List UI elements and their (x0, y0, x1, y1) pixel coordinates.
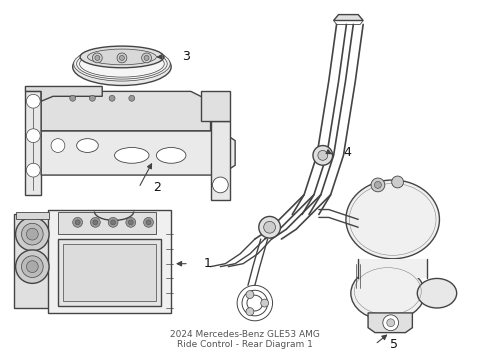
Ellipse shape (417, 278, 457, 308)
Circle shape (70, 95, 75, 101)
Circle shape (313, 145, 333, 165)
Circle shape (93, 53, 102, 63)
Polygon shape (14, 215, 51, 308)
Circle shape (261, 299, 269, 307)
Circle shape (246, 291, 254, 298)
Circle shape (117, 53, 127, 63)
Circle shape (264, 221, 275, 233)
Circle shape (213, 177, 228, 193)
Ellipse shape (156, 148, 186, 163)
Circle shape (16, 250, 49, 283)
Circle shape (318, 150, 328, 160)
Circle shape (144, 55, 149, 60)
Ellipse shape (115, 148, 149, 163)
Circle shape (126, 217, 136, 227)
Circle shape (144, 217, 153, 227)
Circle shape (371, 178, 385, 192)
Circle shape (259, 216, 280, 238)
Circle shape (128, 220, 133, 225)
Circle shape (73, 217, 82, 227)
Ellipse shape (74, 46, 170, 81)
Circle shape (26, 129, 40, 143)
Polygon shape (358, 259, 427, 278)
Polygon shape (25, 91, 41, 195)
Ellipse shape (73, 48, 171, 85)
Circle shape (26, 94, 40, 108)
Circle shape (392, 176, 404, 188)
Polygon shape (211, 121, 230, 200)
Polygon shape (201, 91, 230, 121)
Circle shape (93, 220, 98, 225)
Ellipse shape (76, 49, 167, 79)
Ellipse shape (79, 50, 164, 77)
Polygon shape (58, 239, 161, 306)
Circle shape (108, 217, 118, 227)
Polygon shape (16, 212, 49, 219)
Polygon shape (63, 244, 156, 301)
Circle shape (246, 308, 254, 315)
Circle shape (26, 261, 38, 273)
Circle shape (142, 53, 151, 63)
Circle shape (146, 220, 151, 225)
Polygon shape (25, 86, 102, 101)
Text: 2024 Mercedes-Benz GLE53 AMG
Ride Control - Rear Diagram 1: 2024 Mercedes-Benz GLE53 AMG Ride Contro… (170, 330, 320, 349)
Circle shape (129, 95, 135, 101)
Circle shape (26, 228, 38, 240)
Circle shape (109, 95, 115, 101)
Ellipse shape (346, 180, 440, 259)
Ellipse shape (88, 49, 156, 65)
Circle shape (111, 220, 116, 225)
Circle shape (16, 217, 49, 251)
Circle shape (383, 315, 398, 330)
Circle shape (26, 163, 40, 177)
Circle shape (51, 139, 65, 152)
Polygon shape (368, 313, 413, 333)
Circle shape (387, 319, 394, 327)
Ellipse shape (76, 139, 98, 152)
Text: 2: 2 (153, 181, 161, 194)
Polygon shape (41, 131, 235, 175)
Text: 4: 4 (343, 146, 351, 159)
Circle shape (22, 223, 43, 245)
Polygon shape (334, 15, 363, 21)
Circle shape (120, 55, 124, 60)
Circle shape (374, 181, 381, 188)
Circle shape (95, 55, 100, 60)
Ellipse shape (351, 266, 425, 320)
Polygon shape (58, 212, 156, 234)
Circle shape (75, 220, 80, 225)
Ellipse shape (80, 46, 164, 68)
Text: 3: 3 (182, 50, 190, 63)
Text: 5: 5 (390, 338, 398, 351)
Polygon shape (48, 210, 171, 313)
Polygon shape (41, 91, 211, 131)
Text: 1: 1 (204, 257, 212, 270)
Circle shape (22, 256, 43, 278)
Circle shape (90, 95, 96, 101)
Circle shape (91, 217, 100, 227)
